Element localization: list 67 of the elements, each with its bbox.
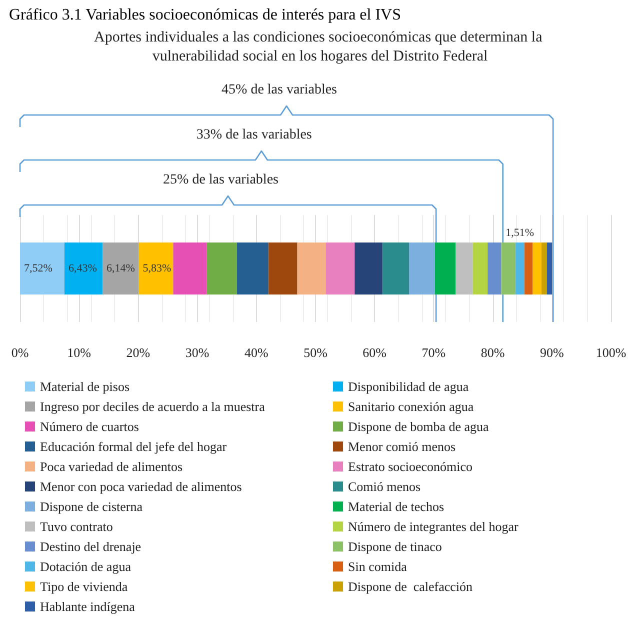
bar: [354, 242, 382, 294]
data-label: 1,51%: [506, 227, 534, 239]
bar: [326, 242, 355, 294]
legend-label: Menor con poca variedad de alimentos: [40, 479, 242, 494]
bar: [532, 242, 542, 294]
legend-label: Sin comida: [348, 559, 408, 574]
legend-label: Dispone de cisterna: [40, 499, 143, 514]
legend-label: Material de techos: [348, 499, 444, 514]
data-label: 5,83%: [142, 262, 172, 274]
bar: [237, 242, 268, 294]
legend-label: Dispone de calefacción: [348, 579, 474, 594]
bar: [297, 242, 326, 294]
bar: [541, 242, 547, 294]
bar: [456, 242, 473, 294]
chart-subtitle: Aportes individuales a las condiciones socioeconómicas que determinan la vulnerabilidad social en los hogares del Distrito Federal: [94, 30, 546, 64]
x-tick-label: 70%: [422, 345, 446, 360]
bar: [64, 242, 102, 294]
bar: [206, 242, 238, 294]
x-tick-label: 30%: [185, 345, 210, 360]
data-label: 6,43%: [68, 262, 97, 274]
x-tick-label: 10%: [67, 345, 92, 360]
legend-label: Educación formal del jefe del hogar: [40, 439, 228, 454]
legend-label: Dispone de tinaco: [348, 539, 442, 554]
bar: [173, 242, 207, 294]
bar: [524, 242, 533, 294]
legend-label: Material de pisos: [40, 379, 130, 394]
legend-label: Destino del drenaje: [40, 539, 142, 554]
bar: [472, 242, 488, 294]
legend-label: Dispone de bomba de agua: [348, 419, 490, 434]
x-tick-label: 50%: [304, 345, 328, 360]
legend-label: Comió menos: [348, 479, 421, 494]
legend-label: Tipo de vivienda: [40, 579, 128, 594]
legend-label: Dotación de agua: [40, 559, 132, 574]
x-tick-label: 40%: [244, 345, 268, 360]
legend-label: Sanitario conexión agua: [348, 399, 474, 414]
legend-label: Tuvo contrato: [40, 519, 113, 534]
chart-title: Gráfico 3.1 Variables socioeconómicas de interés para el IVS: [9, 6, 402, 24]
legend-label: Ingreso por deciles de acuerdo a la muestra: [40, 399, 266, 414]
x-tick-label: 100%: [596, 345, 626, 360]
x-tick-label: 80%: [480, 345, 505, 360]
data-label: 7,52%: [24, 262, 52, 274]
bar: [408, 242, 435, 294]
ref-line-label: 33% de las variables: [196, 128, 312, 142]
bar: [102, 242, 139, 294]
legend-label: Poca variedad de alimentos: [40, 459, 183, 474]
data-label: 6,14%: [106, 262, 135, 274]
bar: [546, 242, 552, 294]
bar: [268, 242, 298, 294]
legend-label: Hablante indígena: [40, 599, 136, 614]
legend-label: Disponibilidad de agua: [348, 379, 469, 394]
ref-line-label: 25% de las variables: [163, 172, 278, 188]
bar: [138, 242, 174, 294]
bar: [435, 242, 456, 294]
legend-label: Estrato socioeconómico: [348, 459, 473, 474]
x-tick-label: 0%: [11, 345, 29, 360]
bar: [382, 242, 409, 294]
x-tick-label: 20%: [126, 345, 150, 360]
x-tick-label: 60%: [362, 345, 387, 360]
bar: [515, 242, 524, 294]
legend-label: Menor comió menos: [348, 439, 456, 454]
legend-label: Número de integrantes del hogar: [348, 519, 520, 534]
ref-line-label: 45% de las variables: [222, 82, 338, 98]
bar: [488, 242, 502, 294]
legend-label: Número de cuartos: [40, 419, 139, 434]
bar: [20, 242, 64, 294]
x-tick-label: 90%: [540, 345, 564, 360]
bar: [501, 242, 516, 294]
